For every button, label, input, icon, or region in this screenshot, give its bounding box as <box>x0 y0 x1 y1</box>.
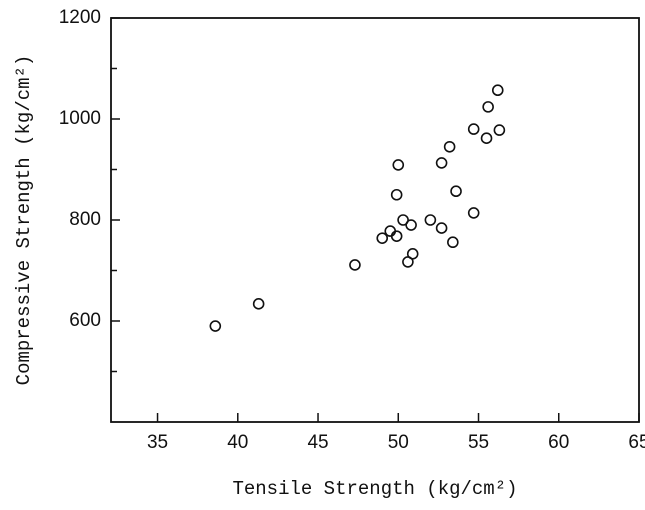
point <box>450 185 462 198</box>
point <box>390 230 403 242</box>
point <box>209 320 222 332</box>
point <box>384 225 397 237</box>
x-tick-label: 60 <box>548 432 569 453</box>
x-tick-label: 65 <box>628 432 645 453</box>
y-tick-label: 800 <box>69 209 101 230</box>
point <box>349 259 361 271</box>
point <box>405 219 417 231</box>
x-tick-label: 40 <box>227 432 248 453</box>
point <box>435 157 448 169</box>
x-axis-title: Tensile Strength (kg/cm²) <box>232 478 517 500</box>
y-tick-label: 600 <box>69 310 101 331</box>
point <box>406 248 419 260</box>
point <box>376 232 389 244</box>
point <box>491 84 504 97</box>
point <box>467 123 480 135</box>
point <box>435 222 448 234</box>
x-tick-label: 50 <box>388 432 409 453</box>
point <box>493 124 506 136</box>
plot-frame <box>110 17 640 423</box>
point <box>390 188 403 201</box>
y-axis-title: Compressive Strength (kg/cm²) <box>13 55 35 386</box>
y-tick-label: 1000 <box>59 108 101 129</box>
point <box>392 159 405 171</box>
point <box>424 214 437 226</box>
x-tick-label: 35 <box>147 432 168 453</box>
point <box>467 207 480 219</box>
y-tick-label: 1200 <box>59 7 101 28</box>
point <box>447 236 459 249</box>
point <box>397 214 409 226</box>
point <box>252 298 265 310</box>
x-tick-label: 55 <box>468 432 489 453</box>
x-tick-label: 45 <box>307 432 328 453</box>
point <box>480 132 493 144</box>
point <box>443 140 456 153</box>
point <box>482 101 494 113</box>
